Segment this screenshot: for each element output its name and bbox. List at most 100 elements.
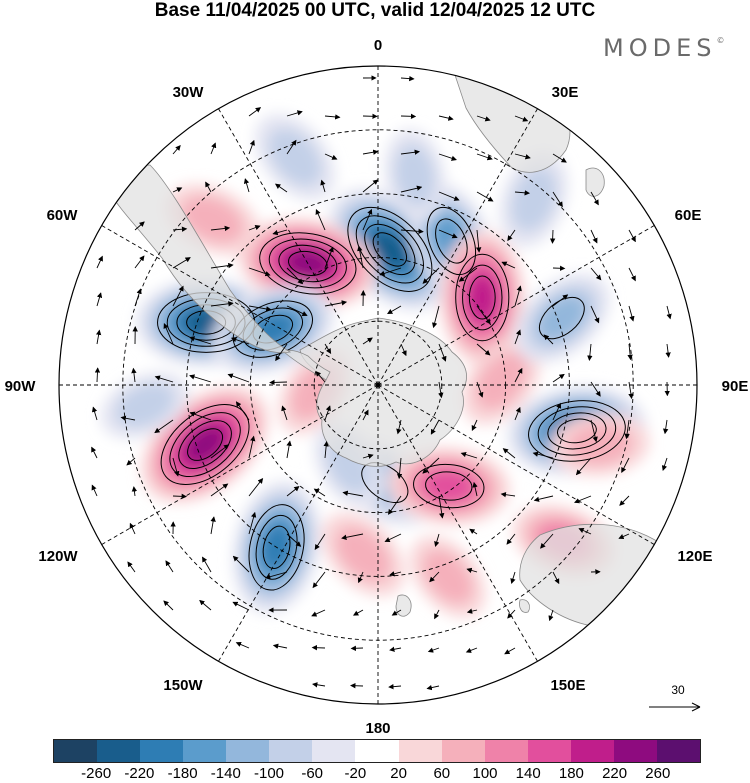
wind-arrow <box>362 208 373 231</box>
reference-vector: 30 <box>648 683 708 713</box>
wind-arrow <box>476 191 494 202</box>
wind-arrow <box>434 609 440 620</box>
wind-arrow <box>552 191 563 208</box>
wind-arrow <box>471 419 478 431</box>
wind-arrow <box>438 191 460 201</box>
wind-arrow <box>426 684 440 691</box>
wind-arrow <box>514 115 529 122</box>
wind-arrow <box>400 228 424 235</box>
colorbar-tick-label: 20 <box>390 765 407 782</box>
anomaly-fill <box>511 167 557 232</box>
lon-label-180: 180 <box>365 720 390 737</box>
anomaly-fill <box>423 469 474 503</box>
wind-arrow <box>587 343 593 361</box>
wind-arrow <box>422 457 440 474</box>
wind-arrow <box>286 440 292 459</box>
lon-label-60e: 60E <box>675 207 702 224</box>
wind-arrow <box>323 440 329 459</box>
wind-arrow <box>202 556 212 573</box>
anomaly-fill <box>422 549 473 604</box>
colorbar-tick-label: 140 <box>515 765 541 782</box>
wind-arrow <box>590 305 600 324</box>
brand-mark: © <box>716 36 725 45</box>
wind-arrow <box>342 490 364 497</box>
wind-arrow <box>126 457 136 466</box>
wind-arrow <box>388 495 402 515</box>
wind-arrow <box>507 229 516 242</box>
wind-arrow <box>313 488 326 497</box>
wind-arrow <box>205 181 212 193</box>
wind-arrow <box>618 533 630 539</box>
wind-arrow <box>172 145 181 155</box>
colorbar <box>53 739 701 763</box>
wind-arrow <box>389 646 402 652</box>
wind-arrow <box>514 367 523 383</box>
wind-arrow <box>438 343 447 362</box>
wind-arrow <box>96 292 103 307</box>
anomaly-contour <box>259 232 357 295</box>
wind-arrow <box>248 267 271 277</box>
wind-arrow <box>438 153 457 161</box>
map-boundary <box>58 65 698 705</box>
wind-arrow <box>619 495 630 506</box>
wind-arrow <box>429 571 440 583</box>
colorbar-tick-label: -60 <box>301 765 324 782</box>
wind-arrow <box>172 257 191 269</box>
wind-arrow <box>552 571 560 585</box>
wind-arrow <box>131 367 137 383</box>
wind-arrow <box>466 608 478 614</box>
wind-arrow <box>552 294 569 307</box>
wind-arrow <box>96 255 103 269</box>
colorbar-swatch <box>312 740 356 762</box>
lon-label-30w: 30W <box>173 84 205 101</box>
wind-arrow <box>362 179 379 193</box>
wind-arrow <box>172 493 187 500</box>
wind-arrow <box>248 435 256 459</box>
south-pole-marker <box>375 382 381 388</box>
colorbar-swatch <box>226 740 270 762</box>
wind-arrow <box>286 267 304 285</box>
colorbar-tick-label: 60 <box>433 765 451 782</box>
wind-arrow <box>400 343 407 357</box>
wind-arrow <box>438 495 445 519</box>
wind-arrow <box>315 208 326 231</box>
wind-arrow <box>120 415 136 421</box>
brand-name: MODES <box>603 34 717 62</box>
wind-arrow <box>400 149 420 155</box>
wind-arrow <box>590 229 598 244</box>
wind-arrow <box>476 305 491 325</box>
wind-arrow <box>275 343 288 362</box>
anomaly-fill <box>566 423 633 466</box>
colorbar-swatch <box>355 740 399 762</box>
wind-arrow <box>199 599 212 611</box>
wind-arrow <box>427 647 440 653</box>
wind-arrow <box>286 533 302 547</box>
wind-arrow <box>131 486 138 497</box>
anomaly-fill <box>537 295 587 341</box>
wind-arrow <box>189 411 212 421</box>
wind-arrow <box>396 457 403 480</box>
wind-arrow <box>210 262 234 269</box>
lon-label-120w: 120W <box>38 548 78 565</box>
wind-arrow <box>172 285 184 307</box>
wind-arrow <box>662 419 669 435</box>
wind-arrow <box>315 371 326 383</box>
wind-arrow <box>574 495 592 504</box>
anomaly-contour <box>268 238 347 289</box>
wind-arrow <box>628 381 634 400</box>
colorbar-swatch <box>570 740 614 762</box>
wind-arrow <box>286 110 303 117</box>
wind-arrow <box>379 267 402 276</box>
wind-arrow <box>172 457 180 477</box>
anomaly-contour <box>355 215 424 284</box>
wind-arrow <box>91 446 98 459</box>
anomaly-contour <box>347 206 433 292</box>
colorbar-tick-label: -20 <box>344 765 367 782</box>
wind-arrow <box>324 405 331 421</box>
wind-arrow <box>666 305 672 320</box>
colorbar-tick-labels: -260 -220 -180 -140 -100 -60 -20 20 60 100 140 180 2… <box>53 765 701 783</box>
wind-arrow <box>312 682 326 688</box>
colorbar-swatch <box>656 740 700 762</box>
wind-arrow <box>134 255 145 269</box>
wind-arrow <box>628 229 636 243</box>
